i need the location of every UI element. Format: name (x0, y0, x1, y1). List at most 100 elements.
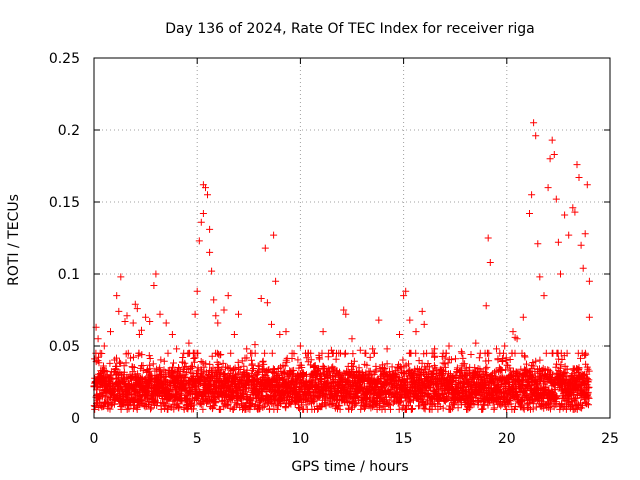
data-point (183, 368, 191, 376)
data-point (382, 369, 390, 377)
data-point (199, 372, 207, 380)
data-point (161, 400, 169, 408)
data-point (107, 328, 114, 336)
data-point (395, 405, 403, 413)
data-point (294, 398, 302, 406)
data-point (585, 277, 593, 285)
data-point (430, 349, 438, 357)
data-point (250, 365, 257, 372)
data-point (561, 211, 569, 219)
data-point (129, 405, 137, 413)
data-point (206, 360, 214, 368)
data-point (336, 405, 344, 413)
data-point (214, 319, 222, 327)
data-point (375, 316, 383, 324)
data-point (200, 363, 208, 371)
data-point (156, 364, 164, 372)
data-point (243, 354, 251, 362)
x-tick-label: 20 (498, 431, 516, 447)
data-point (490, 378, 497, 386)
data-point (258, 391, 266, 399)
data-point (251, 349, 259, 357)
data-point (179, 378, 187, 386)
data-point (405, 360, 412, 368)
data-point (194, 349, 202, 357)
data-point (164, 349, 172, 357)
data-point (298, 364, 306, 371)
data-point (303, 354, 311, 362)
chart-title: Day 136 of 2024, Rate Of TEC Index for r… (165, 21, 534, 37)
data-point (485, 349, 493, 357)
data-point (216, 372, 224, 380)
data-point (268, 349, 276, 357)
data-point (193, 383, 201, 391)
data-point (127, 390, 135, 398)
data-point (157, 356, 165, 364)
data-point (483, 370, 491, 378)
data-point (431, 352, 439, 360)
data-point (342, 349, 349, 357)
data-point (199, 405, 207, 413)
data-point (160, 357, 168, 365)
data-point (479, 405, 487, 413)
data-point (424, 389, 432, 397)
data-point (162, 377, 170, 385)
y-tick-label: 0 (71, 411, 80, 427)
data-point (467, 351, 475, 358)
data-point (496, 385, 504, 393)
data-point (296, 342, 304, 350)
data-point (348, 335, 356, 343)
data-point (483, 363, 491, 371)
data-point (500, 349, 507, 357)
data-point (273, 405, 281, 413)
data-point (261, 244, 269, 252)
data-point (91, 402, 99, 410)
data-point (507, 400, 515, 408)
data-point (418, 359, 426, 367)
data-point (257, 295, 265, 302)
data-points (90, 119, 593, 413)
data-point (276, 331, 284, 338)
x-tick-label: 0 (90, 431, 99, 447)
data-point (511, 405, 518, 413)
data-point (138, 351, 146, 359)
data-point (157, 405, 165, 413)
data-point (282, 356, 290, 364)
data-point (360, 375, 368, 383)
data-point (152, 270, 160, 278)
data-point (454, 404, 462, 412)
data-point (361, 404, 368, 412)
data-point (96, 349, 104, 357)
data-point (484, 234, 492, 242)
data-point (129, 319, 137, 327)
data-point (162, 319, 170, 327)
data-point (150, 282, 158, 289)
data-point (457, 348, 465, 356)
data-point (106, 405, 114, 413)
data-point (162, 401, 170, 409)
y-tick-label: 0.25 (49, 51, 80, 67)
y-tick-label: 0.2 (58, 123, 80, 139)
data-point (206, 248, 214, 256)
data-point (419, 395, 427, 403)
data-point (366, 353, 374, 361)
data-point (117, 405, 125, 413)
data-point (179, 354, 187, 361)
x-axis-label: GPS time / hours (291, 459, 408, 475)
data-point (456, 396, 464, 404)
data-point (202, 360, 210, 368)
data-point (116, 358, 123, 366)
data-point (428, 405, 436, 413)
data-point (256, 405, 264, 413)
data-point (271, 366, 278, 374)
data-point (282, 404, 290, 412)
data-point (130, 364, 138, 371)
data-point (236, 366, 244, 373)
data-point (227, 349, 235, 357)
data-point (387, 405, 394, 413)
data-point (442, 349, 450, 357)
data-point (156, 367, 164, 375)
data-point (475, 354, 483, 362)
y-axis-label: ROTI / TECUs (6, 194, 22, 286)
data-point (383, 345, 391, 353)
